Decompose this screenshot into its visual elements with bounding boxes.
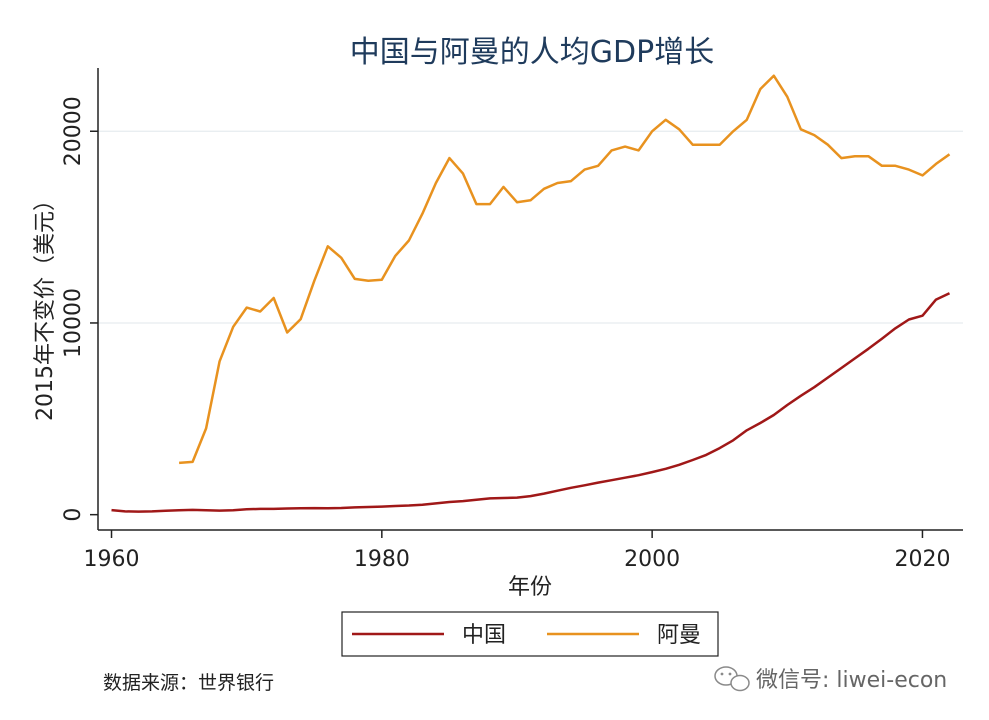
x-tick-label: 1980: [354, 547, 410, 572]
wechat-icon: [714, 666, 750, 692]
x-tick-label: 2020: [894, 547, 950, 572]
gridlines: [98, 130, 963, 324]
series-line-oman: [179, 74, 951, 465]
x-axis-label: 年份: [508, 575, 552, 600]
x-tick-label: 2000: [624, 547, 680, 572]
chart-title: 中国与阿曼的人均GDP增长: [350, 35, 714, 70]
legend: 中国 阿曼: [341, 611, 719, 657]
series-line-china: [111, 292, 951, 513]
source-note: 数据来源：世界银行: [103, 672, 274, 694]
legend-label-china: 中国: [462, 623, 506, 648]
x-tick-label: 1960: [84, 547, 140, 572]
y-axis-ticks: 0 10000 20000: [61, 96, 98, 522]
x-axis-ticks: 1960 1980 2000 2020: [84, 530, 950, 572]
y-tick-label: 20000: [61, 96, 86, 166]
legend-label-oman: 阿曼: [657, 623, 701, 648]
y-tick-label: 10000: [61, 288, 86, 358]
y-tick-label: 0: [61, 508, 86, 522]
watermark-text: 微信号: liwei-econ: [756, 668, 947, 693]
y-axis-label: 2015年不变价（美元）: [33, 189, 58, 421]
series-lines: [111, 74, 951, 513]
